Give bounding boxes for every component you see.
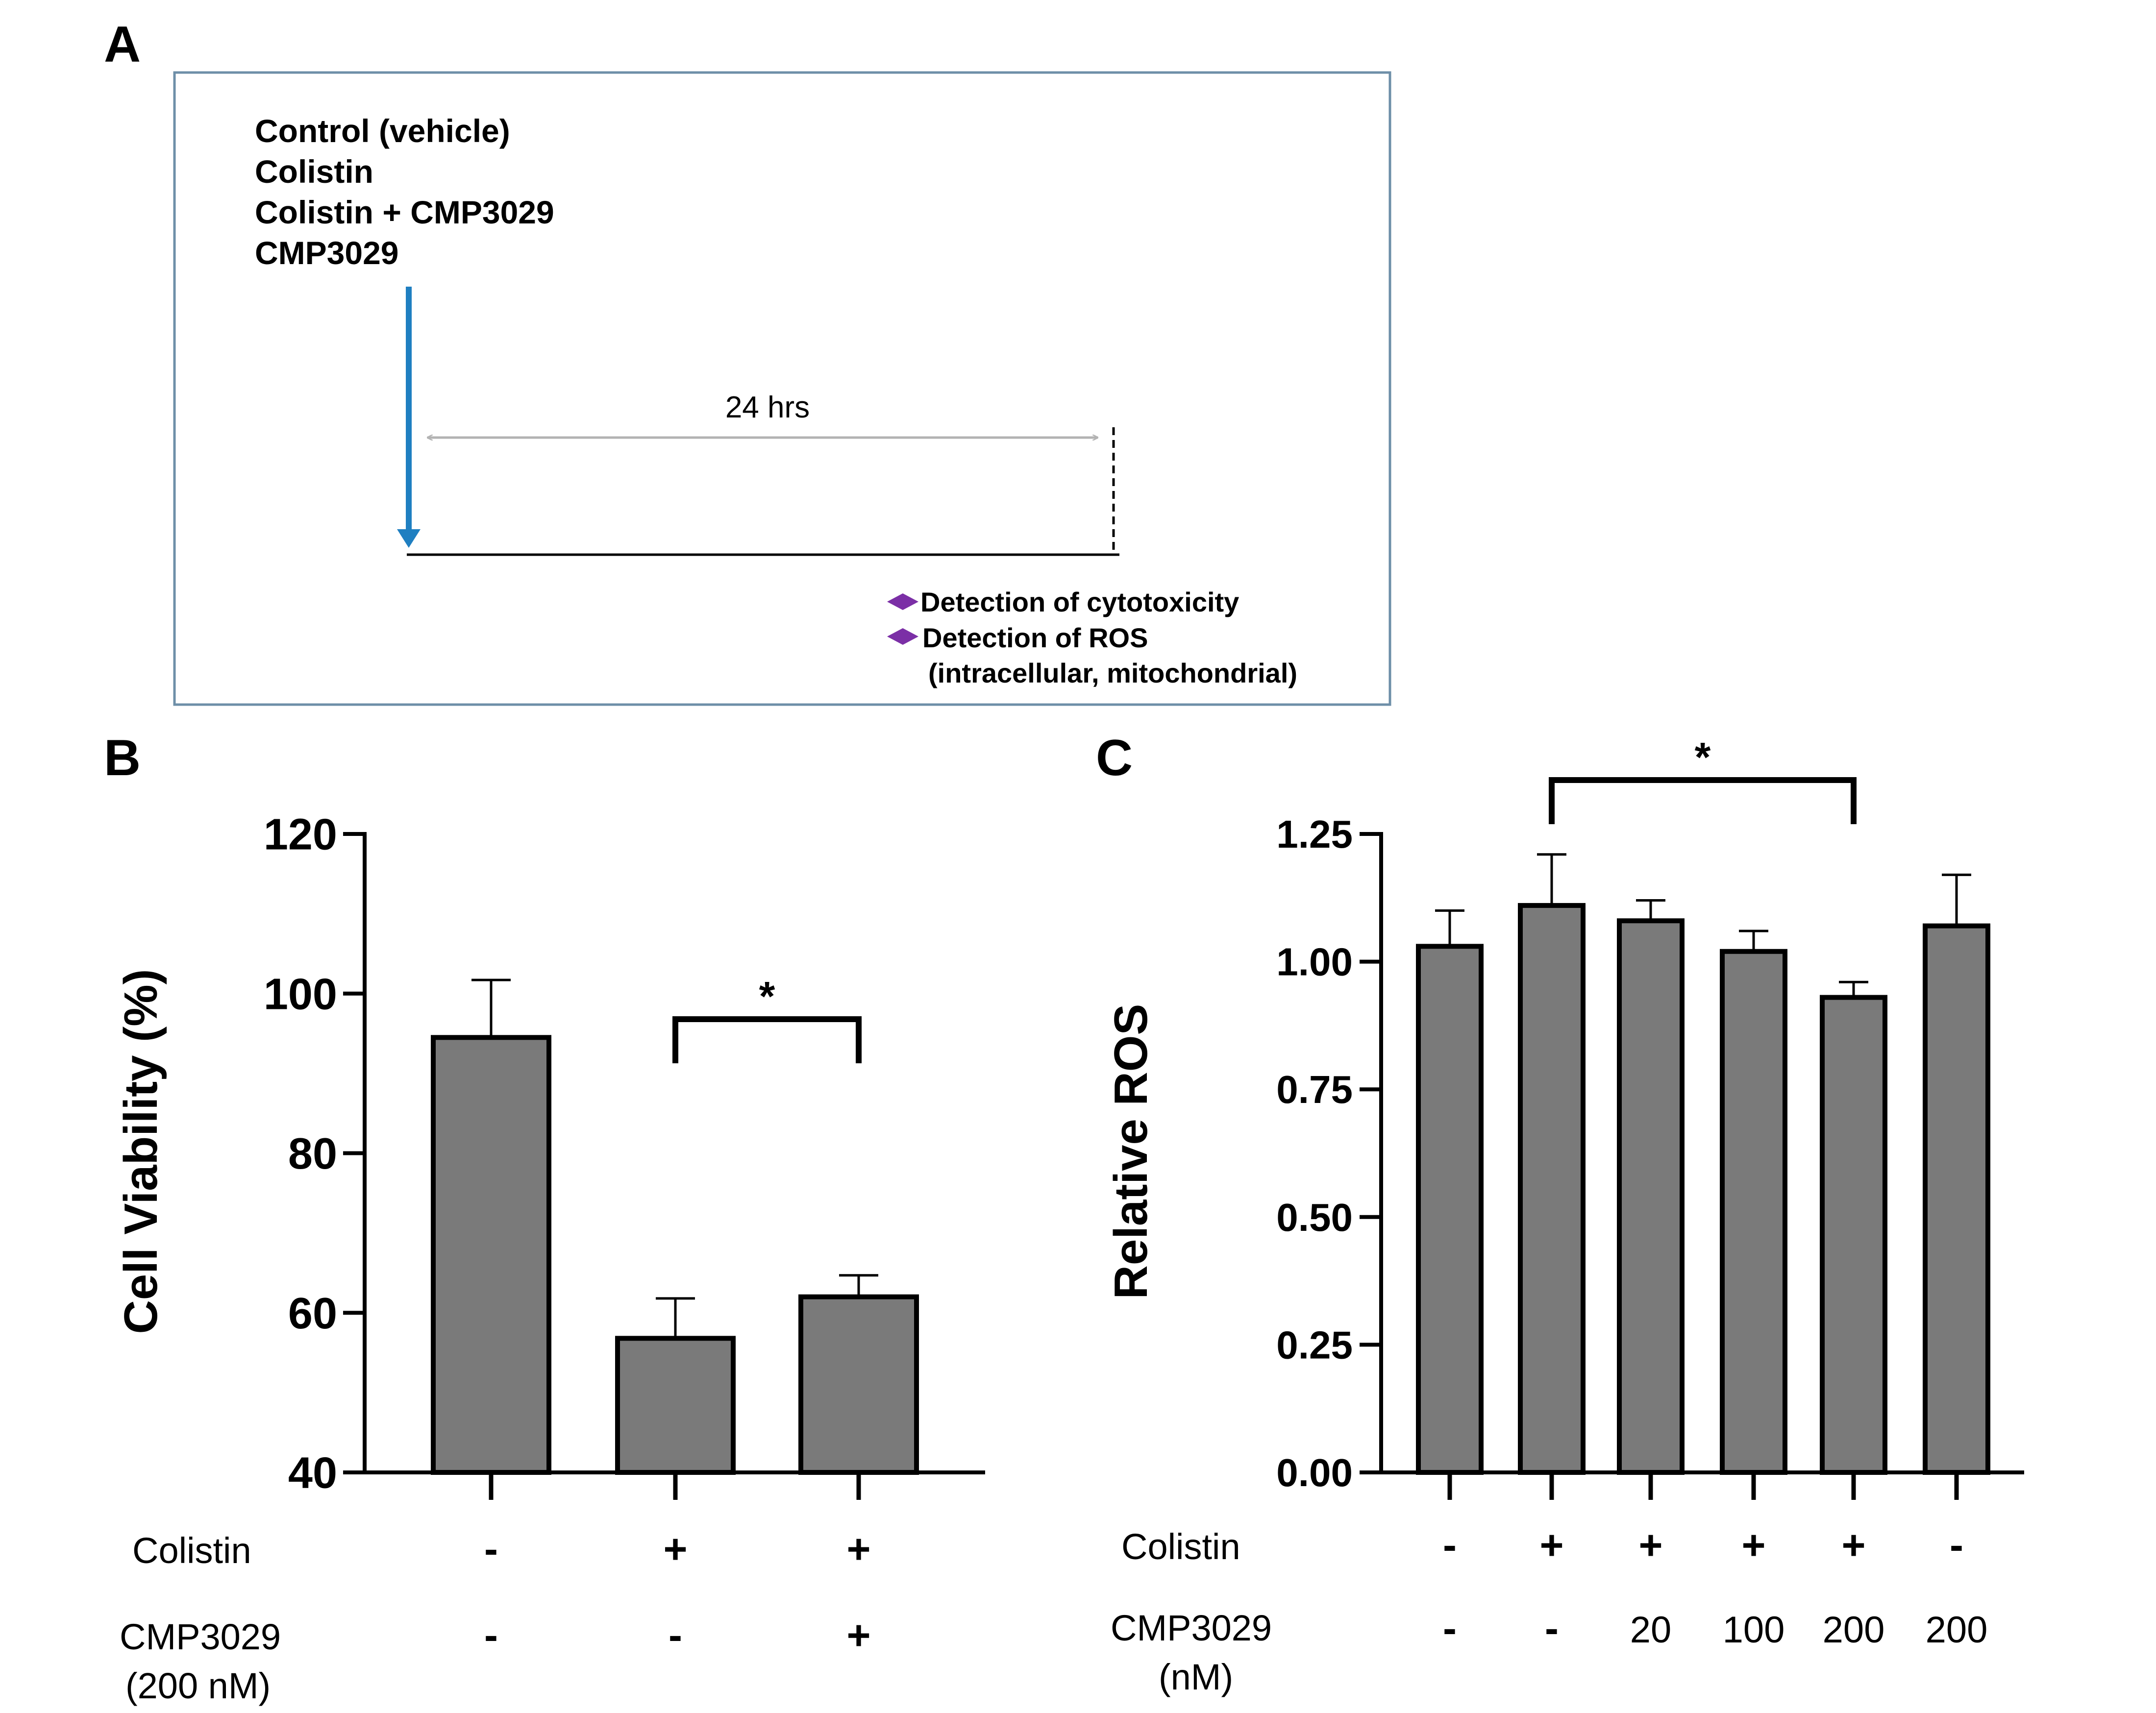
y-tick-label: 1.00	[1276, 940, 1353, 984]
y-tick-label: 0.00	[1276, 1451, 1353, 1494]
row-label-cmp3029-unit: (200 nM)	[125, 1665, 271, 1706]
colistin-condition: +	[1741, 1522, 1765, 1568]
treatment-list: Control (vehicle) Colistin Colistin + CM…	[255, 113, 554, 271]
significance-marker: *	[759, 973, 775, 1019]
panel-b-condition-table: Colistin CMP3029 (200 nM) - + + - - +	[120, 1526, 871, 1706]
cmp3029-condition: -	[669, 1612, 682, 1658]
bar	[1416, 944, 1484, 1475]
cmp3029-condition: 200	[1926, 1609, 1988, 1651]
cmp3029-condition: 20	[1630, 1609, 1672, 1651]
y-tick-label: 60	[288, 1289, 337, 1338]
row-label-cmp3029: CMP3029	[120, 1616, 281, 1657]
bar	[1617, 918, 1685, 1475]
y-tick-label: 100	[264, 970, 337, 1019]
readout-ros-note: (intracellular, mitochondrial)	[928, 658, 1297, 688]
colistin-condition: -	[484, 1526, 498, 1572]
y-axis-label: Relative ROS	[1105, 1004, 1157, 1299]
panel-letter-b: B	[104, 730, 141, 786]
row-label-cmp3029: CMP3029	[1111, 1608, 1272, 1648]
y-tick-label: 0.50	[1276, 1196, 1353, 1239]
cmp3029-condition: +	[846, 1612, 870, 1658]
bar	[1820, 995, 1887, 1475]
row-label-colistin: Colistin	[1121, 1526, 1240, 1567]
colistin-condition: -	[1443, 1522, 1457, 1568]
panel-c: C Relative ROS0.000.250.500.751.001.25* …	[1096, 730, 2024, 1697]
panel-b: B Cell Viability (%) 40 60 80 100 120 * Colist…	[104, 730, 985, 1706]
y-tick-label: 0.25	[1276, 1323, 1353, 1367]
y-tick-label: 120	[264, 810, 337, 859]
cmp3029-condition: -	[1545, 1605, 1559, 1651]
colistin-condition: +	[1841, 1522, 1865, 1568]
colistin-condition: +	[663, 1526, 687, 1572]
bar	[431, 1035, 551, 1475]
panel-letter-a: A	[104, 16, 141, 73]
readout-list: Detection of cytotoxicity Detection of R…	[887, 587, 1297, 688]
significance-bracket	[672, 1016, 862, 1063]
y-tick-label: 0.75	[1276, 1068, 1353, 1111]
bar	[1923, 923, 1990, 1475]
readout-cytotoxicity: Detection of cytotoxicity	[920, 587, 1239, 617]
significance-marker: *	[1695, 734, 1711, 780]
cmp3029-condition: 100	[1723, 1609, 1785, 1651]
colistin-condition: +	[846, 1526, 870, 1572]
panel-c-condition-table: Colistin CMP3029 (nM) - + + + + - - - 20 100 200 20…	[1111, 1522, 1987, 1697]
y-tick-label: 40	[288, 1449, 337, 1498]
row-label-colistin: Colistin	[132, 1530, 251, 1571]
bar	[798, 1294, 919, 1475]
treatment-item-cmp3029: CMP3029	[255, 235, 399, 271]
y-tick-label: 1.25	[1276, 812, 1353, 856]
duration-label: 24 hrs	[725, 391, 810, 424]
cmp3029-condition: 200	[1823, 1609, 1885, 1651]
colistin-condition: +	[1638, 1522, 1662, 1568]
panel-a-frame	[173, 71, 1391, 706]
y-tick-label: 80	[288, 1129, 337, 1178]
treatment-arrow-icon	[397, 287, 421, 548]
y-axis-label: Cell Viability (%)	[115, 969, 167, 1334]
chart-cell-viability: Cell Viability (%) 40 60 80 100 120 *	[115, 810, 985, 1500]
colistin-condition: -	[1950, 1522, 1963, 1568]
chart-relative-ros: Relative ROS 0.00 0.25 0.50 0.75 1.00 1.25 *	[1105, 734, 2024, 1500]
row-label-cmp3029-unit: (nM)	[1159, 1657, 1233, 1697]
treatment-item-colistin: Colistin	[255, 153, 373, 190]
bar	[615, 1336, 736, 1475]
cmp3029-condition: -	[484, 1612, 498, 1658]
bar	[1720, 949, 1787, 1475]
treatment-item-control: Control (vehicle)	[255, 113, 510, 149]
cmp3029-condition: -	[1443, 1605, 1457, 1651]
significance-bracket	[1549, 777, 1857, 824]
readout-ros: Detection of ROS	[922, 622, 1148, 653]
bar	[1518, 903, 1586, 1475]
diamond-icon	[887, 593, 918, 610]
panel-a: A Control (vehicle) Colistin Colistin + …	[104, 16, 1391, 706]
panel-letter-c: C	[1096, 730, 1133, 786]
colistin-condition: +	[1539, 1522, 1563, 1568]
treatment-item-combination: Colistin + CMP3029	[255, 194, 554, 230]
diamond-icon	[887, 628, 918, 645]
